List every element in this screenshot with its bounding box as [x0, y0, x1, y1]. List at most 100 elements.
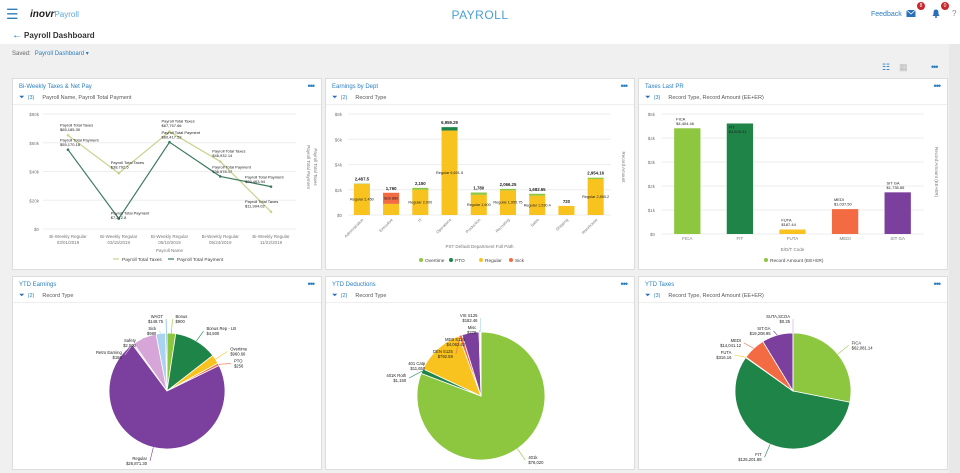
- card-title[interactable]: Taxes Last PR: [645, 84, 684, 90]
- point-series-name: Payroll Total Payment: [60, 138, 100, 143]
- card-title[interactable]: YTD Taxes: [645, 282, 675, 288]
- list-view-icon[interactable]: ☷: [882, 62, 891, 72]
- x-tick-label: Sales: [529, 217, 540, 228]
- help-icon[interactable]: ?: [952, 9, 957, 18]
- slice-value: $960.66: [230, 352, 246, 357]
- filter-icon[interactable]: ⏷: [332, 94, 338, 101]
- slice-value: $792.59: [438, 354, 454, 359]
- filter-icon[interactable]: ⏷: [332, 292, 338, 299]
- segment-label: Sick 880: [384, 196, 399, 200]
- card-title[interactable]: YTD Earnings: [19, 282, 57, 288]
- filter-icon[interactable]: ⏷: [19, 94, 25, 101]
- filter-icon[interactable]: ⏷: [645, 94, 651, 101]
- slice-label: DEN S125: [433, 349, 453, 354]
- bar-total-label: 2,954.16: [587, 171, 604, 176]
- data-point: [168, 130, 171, 133]
- x-axis-label: E/D/T Code: [781, 247, 805, 252]
- data-point: [269, 210, 273, 214]
- legend-item: Payroll Total Payment: [177, 257, 224, 263]
- slice-value: $980: [147, 331, 157, 336]
- bar-label-value: $1,735.85: [887, 185, 906, 190]
- leader-line: [764, 444, 771, 458]
- bar-segment-regular: [587, 178, 604, 215]
- bar-segment-overtime: [529, 193, 546, 196]
- x-tick-label: SIT GA: [890, 236, 905, 241]
- card-title[interactable]: Bi-Weekly Taxes & Net Pay: [19, 84, 92, 90]
- y-tick-label: $5k: [648, 112, 656, 117]
- card-more-icon[interactable]: •••: [620, 279, 629, 289]
- chart-ytd-taxes: FICA$62,081.14 FIT$125,201.88 FUTA$316.16 M…: [716, 314, 873, 462]
- segment-label: Regular 2,450: [350, 198, 374, 202]
- slice-label: SUTA,SCOA: [766, 314, 790, 319]
- x-tick-label: 11/22/2019: [260, 240, 283, 245]
- feedback-link[interactable]: Feedback: [871, 11, 902, 18]
- pie-slice: [734, 356, 851, 450]
- data-label: $46,932.14: [212, 153, 233, 158]
- card-filter[interactable]: ⏷ (2) Record Type: [332, 94, 386, 102]
- bar-segment-regular: [529, 195, 546, 215]
- x-tick-label: Bi-Weekly Regular: [49, 234, 87, 239]
- grid-view-icon[interactable]: ▦: [899, 62, 908, 72]
- bar-segment-regular: [353, 184, 370, 215]
- filter-icon[interactable]: ⏷: [19, 292, 25, 299]
- card-ytd-earnings: YTD Earnings ••• ⏷ (2) Record Type Bonus $9…: [12, 276, 322, 470]
- data-label: $60,417.53: [162, 135, 183, 140]
- x-tick-label: FICA: [682, 236, 692, 241]
- saved-view: Saved: Payroll Dashboard ▾: [12, 50, 89, 57]
- more-options-icon[interactable]: •••: [931, 62, 939, 72]
- card-filter[interactable]: ⏷ (2) Record Type: [332, 292, 386, 300]
- y-tick-label: $0: [337, 213, 343, 218]
- y-tick-label: $4k: [648, 136, 656, 141]
- card-more-icon[interactable]: •••: [933, 81, 942, 91]
- page-header: [0, 28, 960, 44]
- filter-icon[interactable]: ⏷: [645, 292, 651, 299]
- card-filter[interactable]: ⏷ (3) Record Type, Record Amount (EE+ER): [645, 94, 764, 102]
- card-filter[interactable]: ⏷ (2) Record Type: [19, 292, 73, 300]
- data-label: $67,757.66: [162, 123, 183, 128]
- card-title[interactable]: YTD Deductions: [332, 282, 376, 288]
- y-tick-label: $40k: [29, 170, 40, 175]
- chart-ytd-deductions: 401k$76,020 401K Roth$1,150 401 Catp$11,65…: [386, 313, 546, 465]
- card-more-icon[interactable]: •••: [307, 279, 316, 289]
- card-title[interactable]: Earnings by Dept: [332, 84, 379, 90]
- legend-swatch: [479, 258, 483, 262]
- slice-label: 401 Catp: [408, 361, 426, 366]
- logo[interactable]: inovrPayroll: [30, 9, 79, 20]
- bar-segment-regular: [470, 194, 487, 215]
- card-more-icon[interactable]: •••: [933, 279, 942, 289]
- leader-line: [837, 345, 849, 355]
- card-filter[interactable]: ⏷ (3) Payroll Name, Payroll Total Payment: [19, 94, 132, 102]
- leader-line: [215, 351, 228, 360]
- mail-icon[interactable]: [906, 9, 916, 18]
- leader-line: [467, 332, 471, 343]
- bar-label-value: $4,605.41: [729, 129, 748, 134]
- hamburger-menu-icon[interactable]: ☰: [6, 6, 19, 22]
- scrollbar[interactable]: [949, 44, 960, 473]
- leader-line: [124, 343, 134, 356]
- bar-total-label: 720: [563, 199, 571, 204]
- y-tick-label: $2k: [648, 184, 656, 189]
- data-point: [218, 175, 222, 178]
- bar-segment-regular: [558, 205, 575, 215]
- card-filter[interactable]: ⏷ (3) Record Type, Record Amount (EE+ER): [645, 292, 764, 300]
- slice-value: $14,041.12: [720, 343, 742, 348]
- x-tick-label: FIT: [737, 236, 744, 241]
- filter-text: Record Type: [355, 95, 387, 101]
- back-arrow-icon[interactable]: ←: [12, 30, 22, 41]
- divider: [639, 104, 947, 105]
- chart-ytd-earnings: Bonus$900 Bonus Rep - LB$4,500 Overtime$96…: [96, 314, 248, 466]
- x-tick-label: Bi-Weekly Regular: [252, 234, 290, 239]
- slice-label: WAGT: [151, 314, 164, 319]
- y-tick-label: $60k: [29, 141, 40, 146]
- card-more-icon[interactable]: •••: [307, 81, 316, 91]
- leader-line: [159, 330, 162, 334]
- bar-total-label: 6,959.29: [441, 120, 458, 125]
- saved-view-dropdown[interactable]: Payroll Dashboard ▾: [34, 51, 89, 57]
- x-tick-label: MEDI: [839, 236, 850, 241]
- bar-segment-regular: [412, 189, 429, 215]
- card-more-icon[interactable]: •••: [620, 81, 629, 91]
- bar-segment-pto: [441, 127, 458, 131]
- legend-swatch: [764, 258, 768, 262]
- divider: [639, 302, 947, 303]
- bell-icon[interactable]: [931, 9, 941, 18]
